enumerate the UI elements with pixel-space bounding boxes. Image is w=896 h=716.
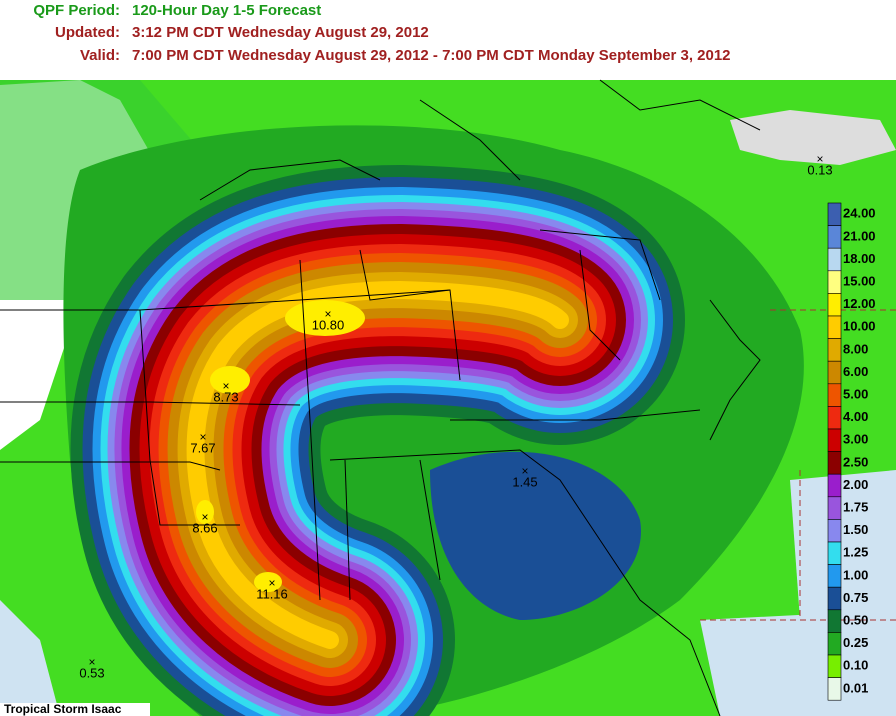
point-marker: ×: [521, 464, 528, 478]
legend-swatch: [827, 564, 842, 588]
legend-label: 0.10: [843, 658, 868, 673]
rain-bands: [70, 165, 685, 716]
legend-label: 6.00: [843, 364, 868, 379]
legend-label: 0.75: [843, 590, 868, 605]
legend-label: 0.01: [843, 680, 868, 695]
legend-swatch: [827, 247, 842, 272]
rain-band: [186, 281, 569, 649]
point-marker: ×: [88, 655, 95, 669]
legend-label: 1.75: [843, 500, 868, 515]
point-marker: ×: [324, 307, 331, 321]
header-bg: [0, 0, 896, 80]
legend-label: 4.00: [843, 409, 868, 424]
legend-label: 8.00: [843, 341, 868, 356]
legend-label: 2.00: [843, 477, 868, 492]
legend-swatch: [827, 654, 842, 678]
point-label: 0.13: [807, 162, 832, 177]
footer: Tropical Storm Isaac: [4, 702, 122, 716]
point-label: 10.80: [312, 317, 345, 332]
legend-label: 1.25: [843, 545, 868, 560]
legend-label: 10.00: [843, 319, 876, 334]
rain-max: [210, 366, 250, 394]
legend-swatch: [827, 519, 842, 543]
legend-label: 1.00: [843, 567, 868, 582]
legend-swatch: [827, 202, 842, 226]
point-marker: ×: [201, 510, 208, 524]
legend-swatch: [827, 225, 842, 249]
rain-max: [254, 572, 282, 592]
legend-swatch: [827, 360, 842, 385]
legend-label: 0.50: [843, 613, 868, 628]
legend-swatch: [827, 406, 842, 430]
footer-bg: [0, 703, 150, 716]
period-label: QPF Period:: [33, 2, 120, 19]
point-label: 7.67: [190, 440, 215, 455]
point-label: 8.73: [213, 389, 238, 404]
point-marker: ×: [268, 576, 275, 590]
legend-swatch: [827, 473, 842, 498]
legend-label: 12.00: [843, 296, 876, 311]
valid: 7:00 PM CDT Wednesday August 29, 2012 - …: [132, 47, 731, 64]
legend-label: 3.00: [843, 432, 868, 447]
legend-label: 24.00: [843, 206, 876, 221]
legend-label: 0.25: [843, 635, 868, 650]
legend-swatch: [827, 338, 842, 362]
point-marker: ×: [199, 430, 206, 444]
updated-label: Updated:: [55, 24, 120, 41]
period: 120-Hour Day 1-5 Forecast: [132, 2, 321, 19]
legend-swatch: [827, 293, 842, 317]
header: QPF Period: 120-Hour Day 1-5 Forecast Up…: [33, 2, 730, 64]
legend-swatch: [827, 428, 842, 452]
point-marker: ×: [816, 152, 823, 166]
rain-max: [285, 300, 365, 336]
legend-swatch: [827, 586, 842, 611]
point-label: 1.45: [512, 474, 537, 489]
rain-max: [196, 500, 214, 524]
legend: 24.00 21.00 18.00 15.00 12.00 10.00 8.00 6.00 5.…: [827, 202, 876, 701]
legend-label: 5.00: [843, 387, 868, 402]
boundaries: [0, 79, 761, 716]
point-label: 11.16: [256, 586, 288, 601]
legend-swatch: [827, 496, 842, 520]
legend-swatch: [827, 609, 842, 633]
point-marker: ×: [222, 379, 229, 393]
legend-swatch: [827, 541, 842, 565]
legend-label: 21.00: [843, 228, 876, 243]
legend-swatch: [827, 632, 842, 656]
legend-swatch: [827, 315, 842, 339]
legend-swatch: [827, 270, 842, 294]
legend-label: 1.50: [843, 522, 868, 537]
legend-label: 2.50: [843, 454, 868, 469]
legend-label: 15.00: [843, 274, 876, 289]
point-label: 8.66: [192, 520, 217, 535]
legend-swatch: [827, 677, 842, 701]
valid-label: Valid:: [80, 47, 120, 64]
updated: 3:12 PM CDT Wednesday August 29, 2012: [132, 24, 429, 41]
point-label: 0.53: [79, 665, 104, 680]
legend-swatch: [827, 451, 842, 475]
maxima: ×0.13×10.80×8.73×7.67×1.45×8.66×11.16×0.…: [79, 152, 832, 680]
legend-label: 18.00: [843, 251, 876, 266]
legend-swatch: [827, 383, 842, 407]
